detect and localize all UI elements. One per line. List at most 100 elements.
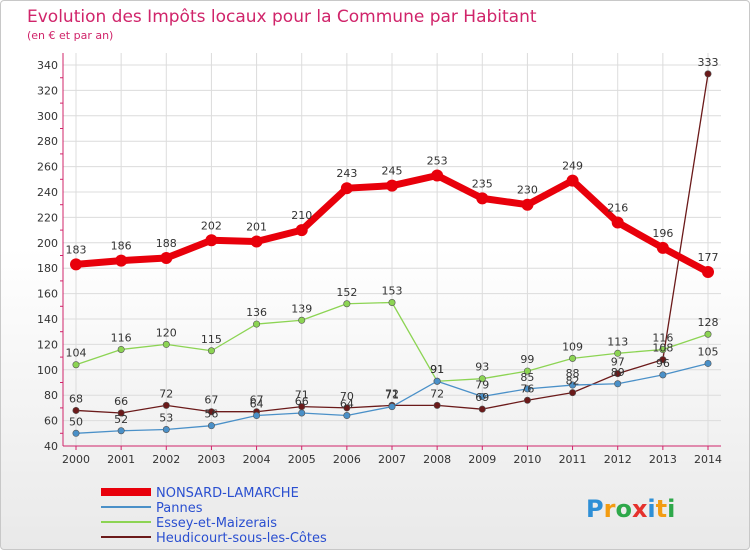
data-point bbox=[72, 361, 80, 369]
data-point bbox=[569, 354, 577, 362]
logo-letter-o: o bbox=[615, 495, 632, 523]
data-label: 67 bbox=[204, 394, 218, 407]
data-point bbox=[611, 216, 624, 229]
proxiti-logo: Proxiti bbox=[586, 495, 675, 523]
data-label: 93 bbox=[475, 361, 489, 374]
data-point bbox=[431, 169, 444, 182]
data-point bbox=[117, 409, 125, 417]
x-tick-label: 2007 bbox=[378, 453, 406, 466]
data-label: 71 bbox=[385, 389, 399, 402]
data-label: 52 bbox=[114, 413, 128, 426]
data-label: 108 bbox=[652, 342, 673, 355]
data-point bbox=[523, 385, 531, 393]
data-label: 91 bbox=[430, 363, 444, 376]
data-label: 136 bbox=[246, 306, 267, 319]
y-tick-label: 220 bbox=[37, 211, 58, 224]
data-label: 50 bbox=[69, 415, 83, 428]
data-point bbox=[253, 320, 261, 328]
data-label: 196 bbox=[652, 227, 673, 240]
data-point bbox=[478, 392, 486, 400]
data-point bbox=[205, 234, 218, 247]
data-label: 66 bbox=[295, 395, 309, 408]
y-tick-label: 200 bbox=[37, 237, 58, 250]
data-point bbox=[386, 179, 398, 192]
data-point bbox=[659, 345, 667, 353]
x-tick-label: 2012 bbox=[604, 453, 632, 466]
data-label: 253 bbox=[427, 154, 448, 167]
data-point bbox=[72, 429, 80, 437]
data-label: 72 bbox=[159, 387, 173, 400]
logo-text: Proxiti bbox=[586, 495, 675, 523]
data-label: 64 bbox=[250, 398, 264, 411]
x-tick-label: 2009 bbox=[468, 453, 496, 466]
chart-title: Evolution des Impôts locaux pour la Comm… bbox=[27, 7, 537, 27]
data-point bbox=[433, 401, 441, 409]
data-label: 71 bbox=[295, 389, 309, 402]
data-label: 201 bbox=[246, 221, 267, 234]
data-point bbox=[207, 422, 215, 430]
data-label: 230 bbox=[517, 184, 538, 197]
data-point bbox=[343, 300, 351, 308]
data-label: 243 bbox=[336, 167, 357, 180]
data-label: 216 bbox=[607, 201, 628, 214]
y-tick-label: 280 bbox=[37, 135, 58, 148]
y-tick-label: 240 bbox=[37, 186, 58, 199]
data-point bbox=[702, 266, 714, 279]
data-point bbox=[614, 370, 622, 378]
data-point bbox=[476, 192, 489, 205]
data-point bbox=[343, 404, 351, 412]
data-label: 69 bbox=[475, 391, 489, 404]
data-point bbox=[614, 349, 622, 357]
data-point bbox=[478, 375, 486, 383]
data-point bbox=[659, 356, 667, 364]
data-label: 66 bbox=[114, 395, 128, 408]
data-point bbox=[388, 298, 396, 306]
data-point bbox=[253, 412, 261, 420]
data-label: 116 bbox=[111, 331, 132, 344]
data-point bbox=[523, 367, 531, 375]
x-tick-label: 2003 bbox=[197, 453, 225, 466]
y-tick-label: 300 bbox=[37, 110, 58, 123]
data-point bbox=[704, 330, 712, 338]
data-point bbox=[433, 377, 441, 385]
data-label: 249 bbox=[562, 160, 583, 173]
data-label: 56 bbox=[204, 408, 218, 421]
data-label: 70 bbox=[340, 390, 354, 403]
logo-letter-i2: i bbox=[667, 495, 675, 523]
data-label: 235 bbox=[472, 177, 493, 190]
data-label: 333 bbox=[698, 56, 719, 69]
data-label: 152 bbox=[336, 286, 357, 299]
x-tick-label: 2000 bbox=[62, 453, 90, 466]
data-label: 72 bbox=[430, 387, 444, 400]
data-label: 105 bbox=[698, 345, 719, 358]
data-label: 120 bbox=[156, 326, 177, 339]
y-tick-label: 140 bbox=[37, 313, 58, 326]
data-label: 139 bbox=[291, 302, 312, 315]
y-tick-label: 320 bbox=[37, 84, 58, 97]
data-point bbox=[704, 70, 712, 78]
data-label: 88 bbox=[566, 367, 580, 380]
data-point bbox=[160, 252, 173, 265]
data-label: 115 bbox=[201, 333, 222, 346]
data-point bbox=[566, 174, 579, 187]
data-point bbox=[250, 235, 263, 248]
logo-letter-i1: i bbox=[647, 495, 655, 523]
chart-subtitle: (en € et par an) bbox=[27, 29, 113, 42]
legend-label: NONSARD-LAMARCHE bbox=[156, 486, 299, 501]
data-point bbox=[117, 345, 125, 353]
data-label: 202 bbox=[201, 219, 222, 232]
data-point bbox=[340, 182, 353, 195]
data-point bbox=[704, 359, 712, 367]
legend-label: Pannes bbox=[156, 501, 203, 516]
data-label: 186 bbox=[111, 240, 132, 253]
data-point bbox=[207, 347, 215, 355]
data-label: 72 bbox=[385, 387, 399, 400]
logo-letter-x: x bbox=[632, 495, 648, 523]
data-point bbox=[388, 403, 396, 411]
data-label: 85 bbox=[520, 371, 534, 384]
data-label: 210 bbox=[291, 209, 312, 222]
y-tick-label: 120 bbox=[37, 338, 58, 351]
data-label: 104 bbox=[66, 347, 87, 360]
x-tick-label: 2008 bbox=[423, 453, 451, 466]
